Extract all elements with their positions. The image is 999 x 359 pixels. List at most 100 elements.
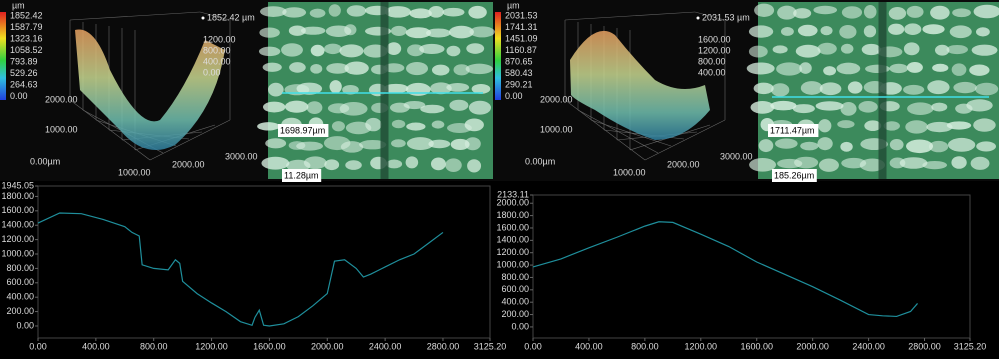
fiber [976,141,997,152]
fiber [799,62,812,74]
z-tick-label: 800.00 [698,56,726,66]
y-tick-label: 600.00 [6,277,34,287]
fiber [927,80,950,95]
colorbar-label: 0.00 [10,91,28,101]
x-tick-label: 3125.20 [954,341,987,351]
fiber [823,66,837,76]
profile-chart: 0.00 200.00 400.00 600.00 800.00 1000.00 1200.… [1,180,506,351]
y-tick-label: 1400.00 [496,235,529,245]
fiber [265,138,287,149]
x-tick-label: 1200.00 [195,341,228,351]
fiber [951,63,967,76]
y-tick-label: 1945.05 [1,180,34,190]
fiber [815,101,844,111]
colorbar [0,12,6,100]
x-tick-label: 400.00 [82,341,110,351]
fiber [861,43,881,56]
box-line [694,11,726,21]
colorbar-label: 2031.53 [505,10,538,20]
fiber [405,82,431,96]
x-tick-label: 2000.00 [172,159,205,169]
fiber [907,102,934,115]
y-tick-label: 1600.00 [496,222,529,232]
fiber [839,25,857,39]
fiber [329,80,342,94]
fiber [819,82,842,96]
fiber [800,141,819,151]
fiber [342,85,359,95]
colorbar-label: 290.21 [505,79,533,89]
y-tick-label: 800.00 [501,272,529,282]
fiber [345,160,362,170]
fiber [974,82,999,96]
fiber [442,7,465,17]
fiber [406,122,426,131]
y-tick-label: 1400.00 [1,220,34,230]
y-tick-label: 1000.00 [45,124,78,134]
fiber [390,25,407,36]
colorbar-label: 1058.52 [10,45,43,55]
surface [75,29,225,150]
fiber [753,82,774,95]
fiber [303,156,327,170]
fiber [748,25,774,38]
fiber [445,158,462,172]
fiber [858,101,878,113]
fiber [331,121,345,132]
x-tick-label: 2800.00 [427,341,460,351]
y-tick-label: 0.00 [511,321,529,331]
fiber [446,82,470,92]
fiber [836,62,861,75]
fiber [300,26,326,35]
fiber [818,119,832,133]
fiber [840,43,854,54]
y-tick-label: 800.00 [6,263,34,273]
fiber [949,25,972,39]
fiber [905,120,928,134]
fiber [794,156,819,169]
box-line [149,119,231,161]
fiber [904,23,922,35]
y-tick-label: 1200.00 [1,234,34,244]
box-line [199,11,231,21]
fiber [820,25,833,36]
profile-line [532,221,918,318]
fiber [428,139,451,149]
peak-dot [696,16,700,20]
x-tick-label: 0.00 [524,341,542,351]
fiber [817,42,837,55]
fiber [947,137,976,152]
fiber [934,44,950,56]
fiber [324,43,342,55]
fiber [864,120,882,132]
fiber [261,156,290,170]
label-box [278,124,329,137]
fiber [386,42,402,55]
fiber [324,159,340,171]
fiber [446,45,461,57]
z-tick-label: 1200.00 [203,34,236,44]
fiber [346,5,367,17]
fiber [431,120,445,129]
fiber [966,99,993,112]
fiber [339,44,364,58]
fiber [899,157,928,169]
fiber [840,101,857,116]
fiber [841,6,863,19]
fiber [889,63,909,74]
z-tick-label: 1600.00 [698,34,731,44]
colorbar-label: 1160.87 [505,45,537,55]
fiber [425,28,451,38]
label-box [772,169,817,182]
fiber [883,121,900,131]
plot-frame [37,185,491,339]
fiber [406,62,429,76]
fiber [754,3,775,17]
fiber [969,64,990,76]
fiber [464,137,481,151]
fiber [750,101,775,114]
fiber [391,139,406,148]
fiber [258,46,281,57]
fiber [288,25,306,36]
